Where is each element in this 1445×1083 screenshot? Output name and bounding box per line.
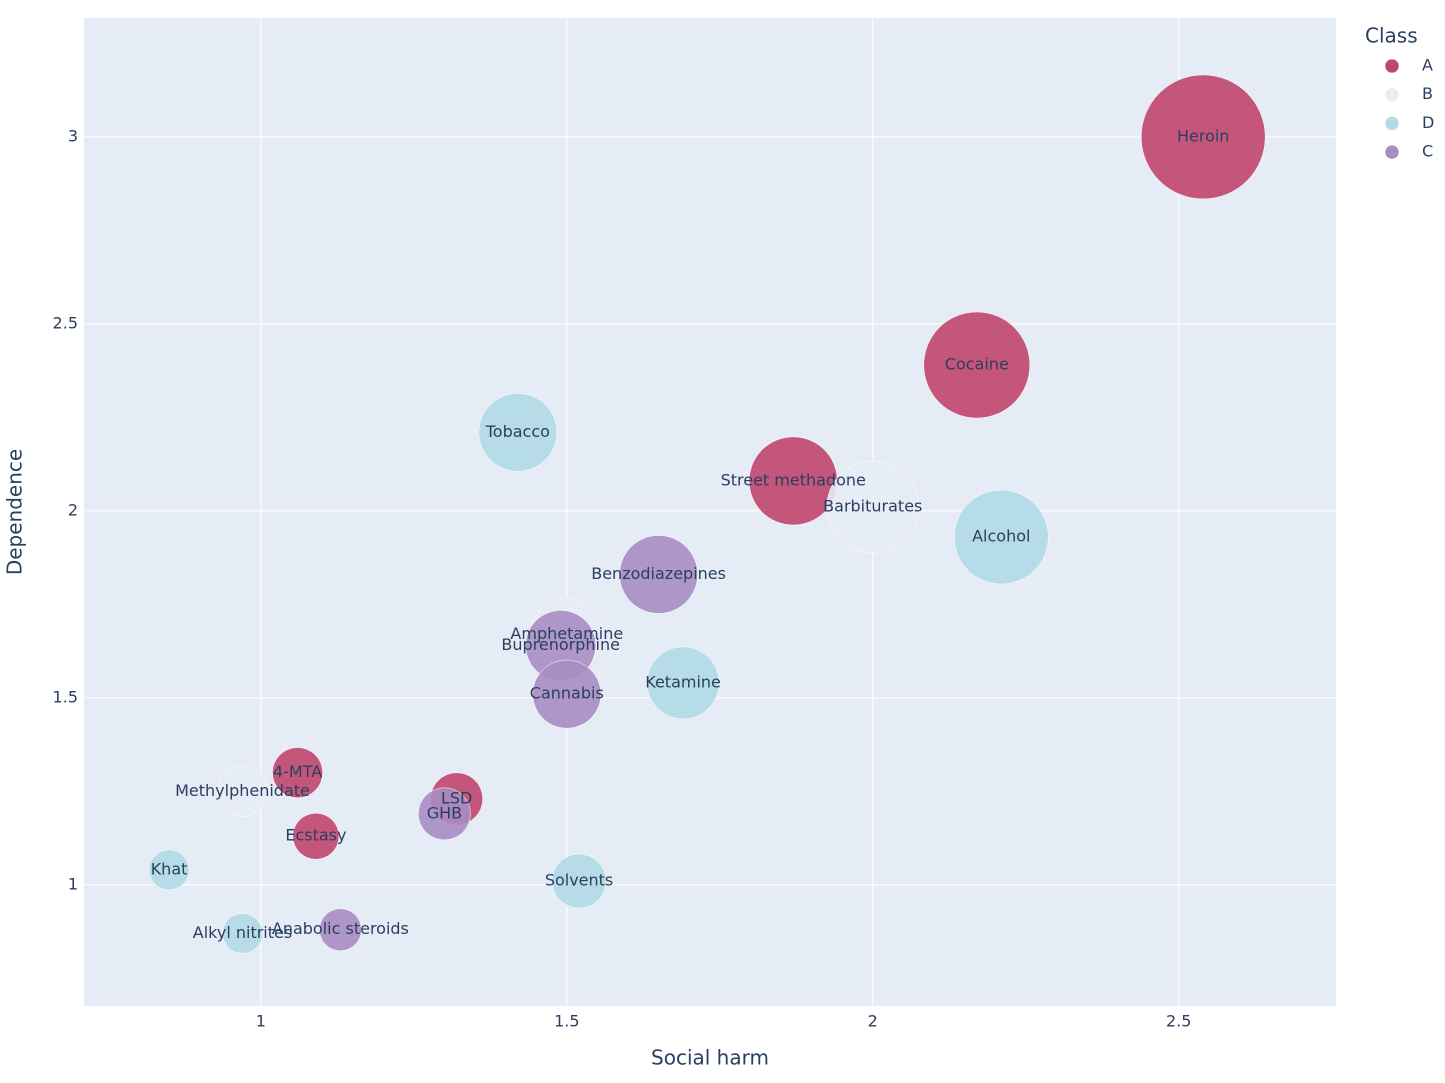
legend-title: Class — [1365, 24, 1418, 48]
bubble-label: GHB — [427, 803, 462, 822]
bubble-label: 4-MTA — [273, 762, 322, 781]
bubble-label: Solvents — [545, 871, 613, 890]
bubble — [217, 765, 268, 817]
bubble — [619, 535, 698, 614]
bubble-label: Anabolic steroids — [272, 919, 409, 938]
bubble-label: LSD — [441, 788, 472, 807]
x-tick-label: 1 — [256, 1012, 266, 1031]
bubble-label: Cannabis — [530, 684, 604, 703]
bubble-label: Amphetamine — [510, 624, 623, 643]
bubble-label: Heroin — [1177, 126, 1229, 145]
bubble-label: Street methadone — [721, 470, 866, 489]
bubble — [418, 787, 471, 841]
bubble — [826, 460, 920, 554]
bubble — [1140, 74, 1266, 200]
x-tick-label: 1.5 — [554, 1012, 579, 1031]
y-tick-label: 2 — [68, 500, 78, 519]
legend-marker — [1384, 144, 1400, 160]
bubble-label: Ecstasy — [285, 826, 346, 845]
y-tick-label: 3 — [68, 126, 78, 145]
legend-label: B — [1422, 84, 1433, 103]
y-tick-label: 1.5 — [53, 687, 78, 706]
legend-marker — [1384, 87, 1400, 102]
bubble — [148, 849, 190, 891]
bubble — [272, 747, 323, 799]
bubble-label: Cocaine — [945, 355, 1009, 374]
plot-area — [84, 18, 1336, 1006]
bubble — [646, 646, 720, 720]
legend-marker — [1384, 58, 1400, 74]
x-tick-label: 2 — [868, 1012, 878, 1031]
y-axis-title: Dependence — [3, 449, 27, 575]
legend-label: D — [1422, 113, 1434, 132]
bubble-label: Alcohol — [972, 527, 1030, 546]
x-tick-label: 2.5 — [1166, 1012, 1191, 1031]
legend-marker — [1384, 116, 1400, 131]
bubble-label: Tobacco — [485, 422, 550, 441]
bubble-label: Ketamine — [645, 672, 721, 691]
bubble-label: Alkyl nitrites — [193, 923, 292, 942]
bubble-label: Barbiturates — [823, 497, 922, 516]
legend-label: C — [1422, 142, 1433, 161]
bubble — [532, 659, 602, 729]
bubble — [319, 908, 362, 951]
bubble — [551, 853, 607, 909]
bubble — [953, 489, 1049, 585]
y-tick-label: 2.5 — [53, 313, 78, 332]
bubble — [478, 393, 558, 472]
bubble — [923, 311, 1031, 419]
bubble-label: Benzodiazepines — [591, 564, 726, 583]
bubble — [222, 913, 263, 954]
y-tick-label: 1 — [68, 874, 78, 893]
x-axis-title: Social harm — [651, 1046, 769, 1070]
bubble-label: Methylphenidate — [175, 781, 310, 800]
bubble-label: Khat — [151, 859, 188, 878]
legend-label: A — [1422, 56, 1433, 75]
bubble — [292, 812, 340, 860]
bubble-label: Buprenorphine — [501, 635, 620, 654]
